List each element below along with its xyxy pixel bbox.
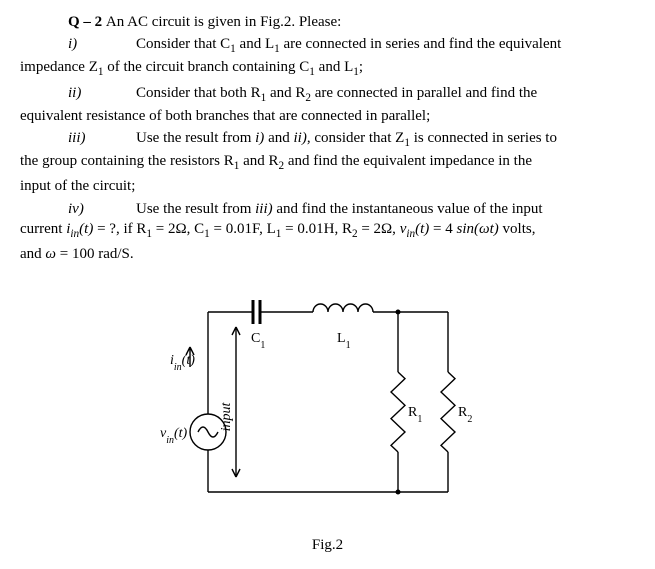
item-iii-cont2: input of the circuit; (20, 176, 635, 196)
item-iv-cont2: and ω = 100 rad/S. (20, 244, 635, 264)
item-iv-label: iv) (20, 199, 136, 219)
item-ii-text: Consider that both R1 and R2 are connect… (136, 83, 635, 106)
svg-text:input: input (219, 402, 234, 432)
item-iii-label: iii) (20, 128, 136, 151)
item-iii-cont1: the group containing the resistors R1 an… (20, 151, 635, 174)
item-iii-text: Use the result from i) and ii), consider… (136, 128, 635, 151)
svg-text:C1: C1 (251, 331, 265, 351)
svg-text:R1: R1 (408, 405, 422, 425)
item-iii-line1: iii) Use the result from i) and ii), con… (20, 128, 635, 151)
item-ii-line1: ii) Consider that both R1 and R2 are con… (20, 83, 635, 106)
item-iv-line1: iv) Use the result from iii) and find th… (20, 199, 635, 219)
circuit-diagram: iin(t) vin(t) input C1 L1 R1 R2 (148, 282, 508, 522)
svg-text:L1: L1 (337, 331, 351, 351)
svg-text:vin(t): vin(t) (160, 426, 188, 446)
item-i-line1: i) Consider that C1 and L1 are connected… (20, 34, 635, 57)
question-title: Q – 2 An AC circuit is given in Fig.2. P… (20, 12, 635, 32)
figure-container: iin(t) vin(t) input C1 L1 R1 R2 (20, 282, 635, 528)
svg-text:R2: R2 (458, 405, 472, 425)
item-ii-label: ii) (20, 83, 136, 106)
item-ii-cont: equivalent resistance of both branches t… (20, 106, 635, 126)
svg-text:iin(t): iin(t) (170, 353, 195, 373)
item-i-label: i) (20, 34, 136, 57)
item-iv-cont1: current iin(t) = ?, if R1 = 2Ω, C1 = 0.0… (20, 219, 635, 242)
item-i-text: Consider that C1 and L1 are connected in… (136, 34, 635, 57)
item-i-cont: impedance Z1 of the circuit branch conta… (20, 57, 635, 80)
item-iv-text: Use the result from iii) and find the in… (136, 199, 635, 219)
